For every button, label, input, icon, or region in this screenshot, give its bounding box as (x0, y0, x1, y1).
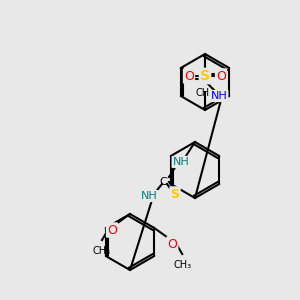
Text: CH₃: CH₃ (93, 246, 111, 256)
Text: C: C (159, 177, 167, 187)
Text: S: S (200, 69, 210, 83)
Text: CH₃: CH₃ (196, 88, 214, 98)
Text: NH: NH (141, 191, 158, 201)
Text: CH₃: CH₃ (173, 260, 191, 270)
Text: NH: NH (172, 157, 189, 167)
Text: O: O (167, 238, 177, 250)
Text: O: O (216, 70, 226, 83)
Text: O: O (184, 70, 194, 83)
Text: O: O (107, 224, 117, 236)
Text: NH: NH (211, 91, 227, 101)
Text: S: S (170, 188, 179, 200)
